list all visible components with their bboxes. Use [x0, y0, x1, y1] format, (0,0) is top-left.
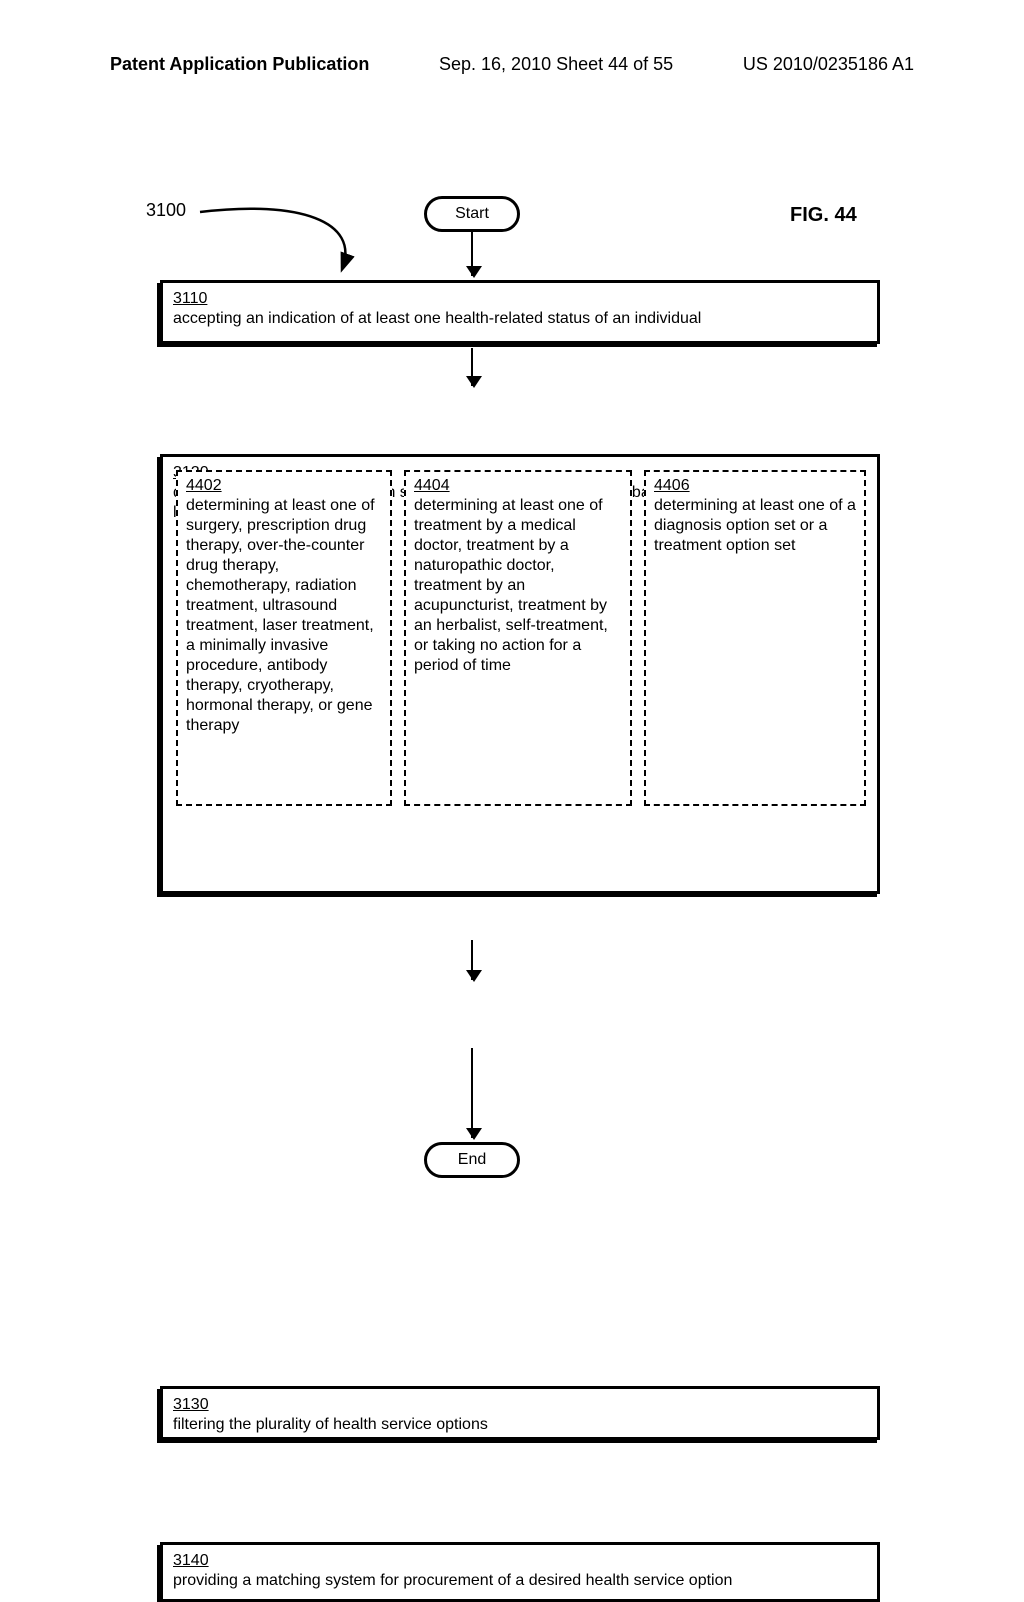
reference-label: 3100: [146, 200, 186, 221]
end-terminator: End: [424, 1142, 520, 1178]
process-3140: 3140 providing a matching system for pro…: [160, 1542, 880, 1602]
arrow: [471, 1048, 473, 1138]
box-number: 4404: [414, 477, 450, 494]
page-header: Patent Application Publication Sep. 16, …: [0, 54, 1024, 75]
header-left: Patent Application Publication: [110, 54, 369, 75]
box-text: accepting an indication of at least one …: [173, 310, 701, 327]
box-number: 4406: [654, 477, 690, 494]
box-number: 3140: [173, 1552, 209, 1569]
box-number: 3110: [173, 290, 207, 307]
start-terminator: Start: [424, 196, 520, 232]
start-label: Start: [455, 205, 489, 223]
box-text: determining at least one of treatment by…: [414, 497, 608, 674]
end-label: End: [458, 1151, 486, 1169]
arrow: [471, 232, 473, 276]
box-text: determining at least one of surgery, pre…: [186, 497, 375, 734]
reference-arrow: [198, 204, 368, 274]
process-3110: 3110 accepting an indication of at least…: [160, 280, 880, 344]
arrow: [471, 348, 473, 386]
header-right: US 2010/0235186 A1: [743, 54, 914, 75]
figure-label: FIG. 44: [790, 204, 857, 227]
page: Patent Application Publication Sep. 16, …: [0, 0, 1024, 1320]
box-number: 3130: [173, 1396, 209, 1413]
header-center: Sep. 16, 2010 Sheet 44 of 55: [439, 54, 673, 75]
subprocess-4406: 4406 determining at least one of a diagn…: [644, 470, 866, 806]
box-text: determining at least one of a diagnosis …: [654, 497, 856, 554]
process-3130: 3130 filtering the plurality of health s…: [160, 1386, 880, 1440]
subprocess-4402: 4402 determining at least one of surgery…: [176, 470, 392, 806]
box-text: filtering the plurality of health servic…: [173, 1416, 488, 1433]
box-number: 4402: [186, 477, 222, 494]
box-text: providing a matching system for procurem…: [173, 1572, 732, 1589]
subprocess-4404: 4404 determining at least one of treatme…: [404, 470, 632, 806]
arrow: [471, 940, 473, 980]
